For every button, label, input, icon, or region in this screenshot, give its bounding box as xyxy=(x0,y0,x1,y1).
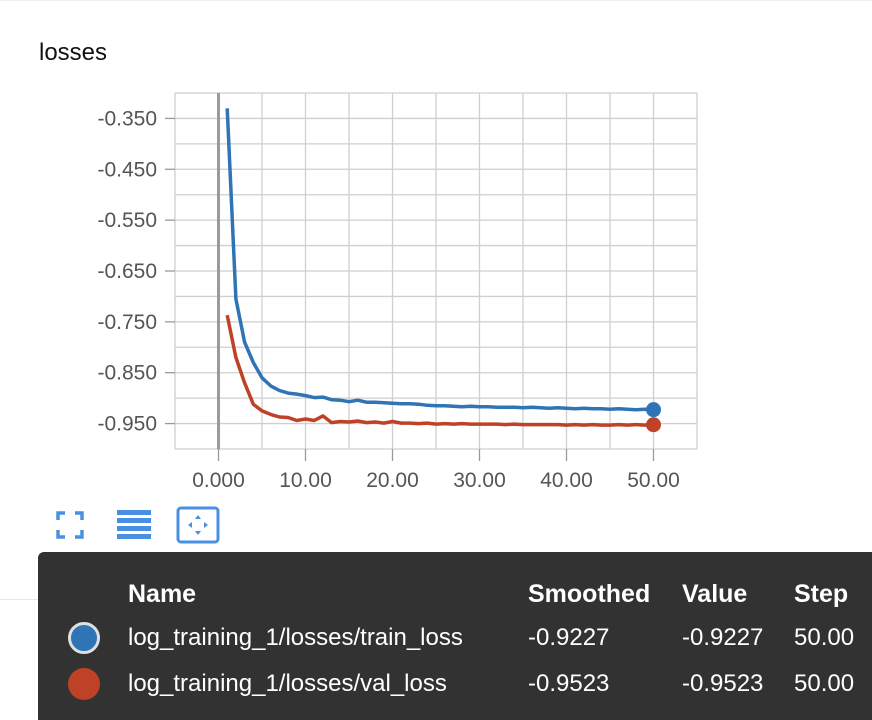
fullscreen-button[interactable] xyxy=(48,505,92,545)
series-line-train-loss xyxy=(225,108,654,412)
chart-axes: -0.350 -0.450 -0.550 -0.650 -0.750 -0.850 -0.9… xyxy=(97,93,680,492)
row-name: log_training_1/losses/train_loss xyxy=(128,624,463,651)
tooltip-header: Name Smoothed Value Step xyxy=(38,574,872,618)
x-tick-label: 10.00 xyxy=(279,469,332,492)
row-step: 50.00 xyxy=(794,624,855,651)
row-smoothed: -0.9227 xyxy=(528,624,610,651)
chart-grid xyxy=(174,92,698,450)
x-tick-label: 20.00 xyxy=(366,469,419,492)
y-tick-label: -0.550 xyxy=(97,209,157,232)
row-smoothed: -0.9523 xyxy=(528,670,610,697)
list-icon xyxy=(115,509,153,541)
chart-title: losses xyxy=(39,39,108,66)
row-value: -0.9227 xyxy=(682,624,764,651)
chart-tooltip: Name Smoothed Value Step log_training_1/… xyxy=(38,552,872,720)
x-tick-label: 30.00 xyxy=(453,469,506,492)
header-step: Step xyxy=(794,580,849,608)
header-value: Value xyxy=(682,580,748,608)
series-swatch-icon xyxy=(68,668,100,700)
line-chart[interactable]: -0.350 -0.450 -0.550 -0.650 -0.750 -0.850 -0.9… xyxy=(0,1,872,601)
y-tick-label: -0.650 xyxy=(97,260,157,283)
y-tick-label: -0.450 xyxy=(97,158,157,181)
header-smoothed: Smoothed xyxy=(528,580,651,608)
chart-series xyxy=(225,108,654,427)
row-value: -0.9523 xyxy=(682,670,764,697)
y-tick-label: -0.350 xyxy=(97,107,157,130)
x-tick-label: 40.00 xyxy=(540,469,593,492)
fit-domain-button[interactable] xyxy=(176,505,220,545)
series-point-val-loss xyxy=(646,417,661,433)
fit-domain-icon xyxy=(176,506,220,544)
series-swatch-icon xyxy=(68,622,100,654)
row-name: log_training_1/losses/val_loss xyxy=(128,670,447,697)
chart-card: losses -0.350 -0.450 -0.550 -0.650 -0.750 -0.… xyxy=(0,0,872,601)
chart-markers xyxy=(646,402,661,433)
tooltip-row: log_training_1/losses/val_loss -0.9523 -… xyxy=(38,664,872,708)
tooltip-row: log_training_1/losses/train_loss -0.9227… xyxy=(38,618,872,662)
x-tick-label: 0.000 xyxy=(192,469,245,492)
x-tick-label: 50.00 xyxy=(627,469,680,492)
toggle-log-scale-button[interactable] xyxy=(112,505,156,545)
series-line-val-loss xyxy=(225,314,654,427)
y-tick-label: -0.950 xyxy=(97,413,157,436)
y-tick-label: -0.750 xyxy=(97,311,157,334)
y-tick-label: -0.850 xyxy=(97,362,157,385)
fullscreen-icon xyxy=(56,511,84,539)
header-name: Name xyxy=(128,580,197,608)
series-point-train-loss xyxy=(646,402,661,418)
row-step: 50.00 xyxy=(794,670,855,697)
